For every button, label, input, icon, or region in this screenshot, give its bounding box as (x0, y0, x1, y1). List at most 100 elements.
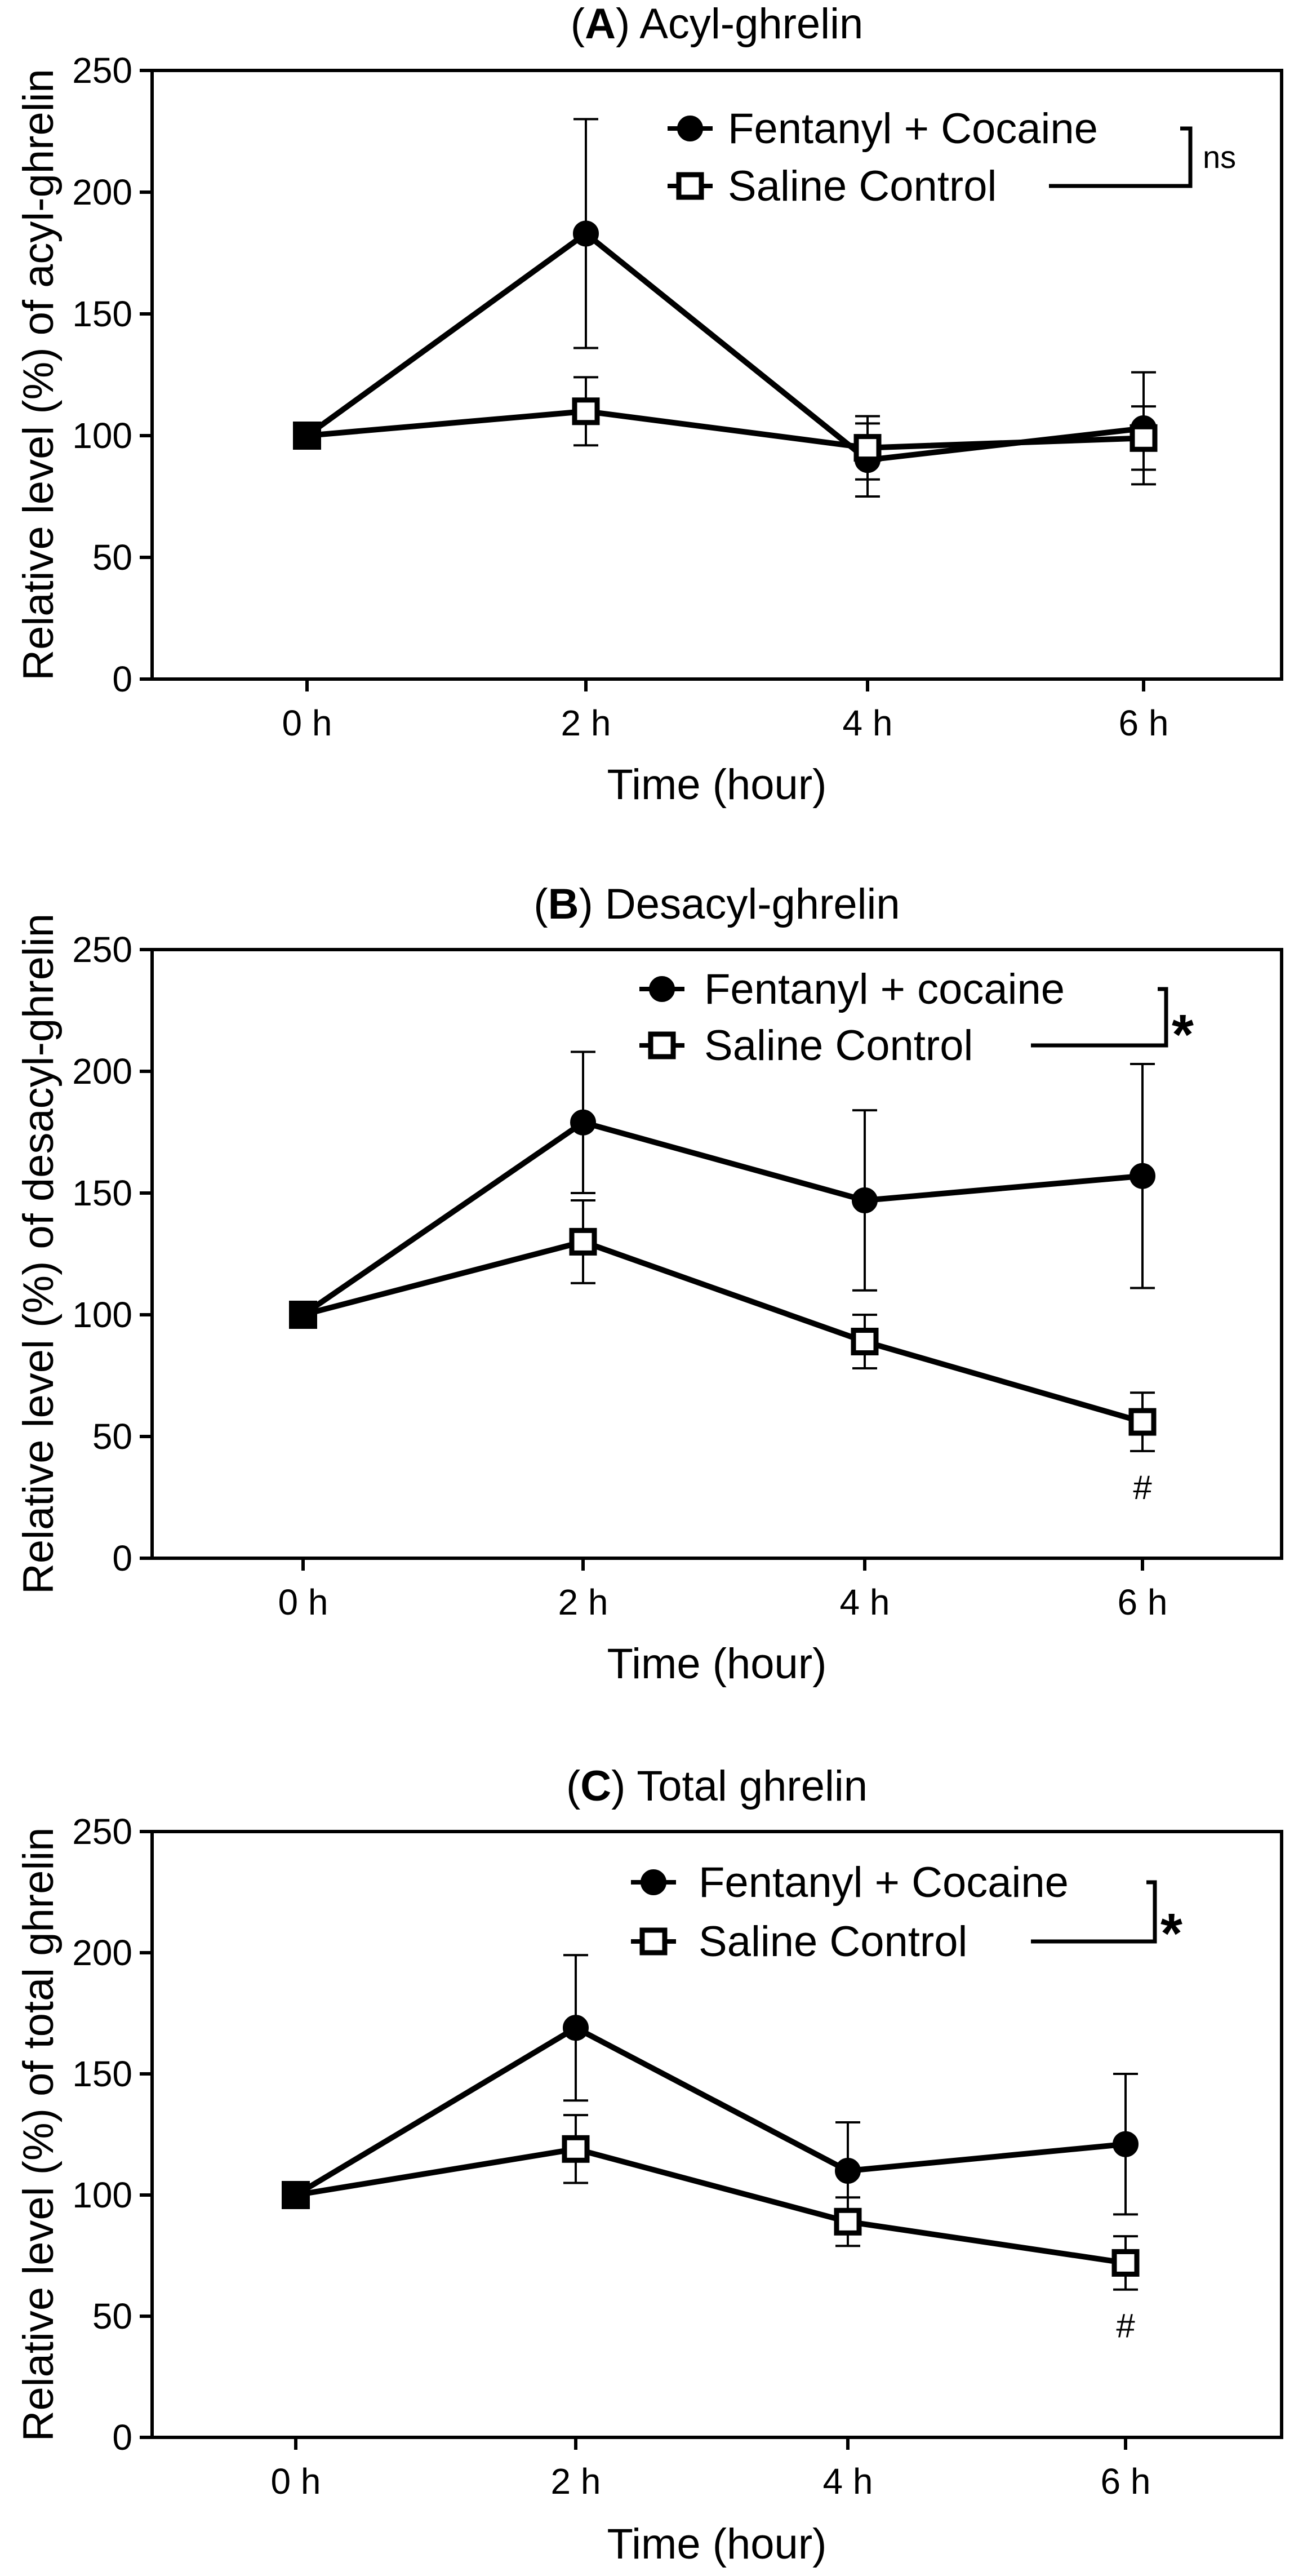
data-point (835, 2158, 861, 2184)
data-point (293, 422, 321, 450)
series-treatment (282, 1954, 1139, 2220)
significance-label: * (1160, 1902, 1182, 1965)
legend: Fentanyl + Cocaine Saline Control ns (668, 105, 1236, 210)
data-point (572, 397, 600, 425)
series-line (302, 1239, 1144, 1425)
legend-marker (676, 172, 704, 200)
plot-frame (150, 69, 1283, 681)
y-tick-label: 200 (72, 172, 132, 212)
chart-title: (A) Acyl-ghrelin (571, 0, 863, 48)
data-point (834, 2207, 862, 2236)
x-tick-label: 2 h (558, 1582, 608, 1622)
y-tick-label: 150 (72, 294, 132, 334)
legend-label: Fentanyl + Cocaine (728, 105, 1098, 153)
x-axis-label: Time (hour) (607, 2520, 827, 2568)
series-saline-control (293, 376, 1158, 481)
legend-label: Fentanyl + Cocaine (699, 1859, 1069, 1906)
legend-marker (649, 976, 675, 1002)
y-tick-label: 150 (72, 1173, 132, 1213)
y-axis-label: Relative level (%) of desacyl-ghrelin (15, 914, 63, 1594)
significance-bracket (1031, 987, 1168, 1048)
plot-frame (150, 948, 1283, 1560)
y-tick-label: 0 (112, 659, 132, 699)
y-tick-label: 50 (92, 537, 132, 578)
chart-title: (C) Total ghrelin (566, 1762, 868, 1810)
data-point (851, 1328, 879, 1356)
x-tick-label: 6 h (1101, 2461, 1151, 2502)
chart-title-text: ) Total ghrelin (611, 1762, 868, 1810)
legend-label: Saline Control (699, 1918, 967, 1966)
x-tick-label: 0 h (282, 703, 332, 743)
x-tick-label: 6 h (1118, 1582, 1168, 1622)
x-tick-label: 0 h (278, 1582, 328, 1622)
series-line (301, 1119, 1143, 1318)
data-point (1111, 2249, 1140, 2277)
y-tick-label: 100 (72, 1294, 132, 1335)
chart-title-letter: C (580, 1762, 611, 1810)
x-tick-label: 2 h (551, 2461, 601, 2502)
legend-label: Fentanyl + cocaine (704, 965, 1065, 1013)
data-point (853, 434, 882, 462)
data-point (562, 2135, 590, 2163)
data-point (282, 2181, 310, 2209)
y-tick-label: 150 (72, 2054, 132, 2094)
y-tick-label: 200 (72, 1051, 132, 1092)
legend-label: Saline Control (728, 162, 997, 210)
x-axis-label: Time (hour) (607, 1640, 827, 1688)
y-tick-label: 250 (72, 1811, 132, 1852)
legend-marker (648, 1031, 676, 1059)
y-tick-label: 250 (72, 929, 132, 970)
data-point (1130, 1163, 1155, 1189)
chart-title-open: ( (533, 880, 548, 928)
chart-title-open: ( (571, 0, 585, 48)
y-tick-label: 100 (72, 415, 132, 456)
series-saline-control (289, 1199, 1157, 1452)
legend-label: Saline Control (704, 1022, 973, 1070)
significance-label: * (1172, 1003, 1194, 1066)
y-tick-label: 200 (72, 1932, 132, 1973)
significance-bracket (1049, 126, 1193, 188)
legend: Fentanyl + Cocaine Saline Control * (631, 1859, 1182, 1966)
data-point (573, 220, 599, 247)
chart-title-text: ) Desacyl-ghrelin (579, 880, 900, 928)
x-tick-label: 4 h (840, 1582, 890, 1622)
legend-marker (677, 116, 703, 141)
y-tick-label: 0 (112, 2417, 132, 2458)
x-axis-label: Time (hour) (607, 761, 827, 809)
y-axis-label: Relative level (%) of total ghrelin (15, 1828, 63, 2442)
data-point (852, 1187, 878, 1213)
y-tick-label: 100 (72, 2175, 132, 2215)
x-tick-label: 4 h (843, 703, 893, 743)
significance-label: ns (1203, 139, 1236, 175)
chart-title-text: ) Acyl-ghrelin (616, 0, 863, 48)
x-tick-label: 0 h (271, 2461, 321, 2502)
data-point (563, 2015, 589, 2041)
x-tick-label: 4 h (823, 2461, 873, 2502)
x-tick-label: 2 h (561, 703, 611, 743)
legend-marker (639, 1927, 668, 1956)
series-saline-control (282, 2114, 1140, 2291)
chart-title-open: ( (566, 1762, 580, 1810)
significance-bracket (1031, 1880, 1157, 1944)
chart-title-letter: B (548, 880, 579, 928)
x-tick-label: 6 h (1119, 703, 1169, 743)
series-line (294, 2025, 1126, 2198)
series-line (295, 2146, 1126, 2266)
data-point (1128, 1408, 1157, 1436)
y-tick-label: 250 (72, 50, 132, 91)
chart-title: (B) Desacyl-ghrelin (533, 880, 900, 928)
point-annotation: # (1116, 2307, 1135, 2345)
chart-title-letter: A (585, 0, 616, 48)
panel-a: (A) Acyl-ghrelin 0 50 100 150 200 250 0 h 2 h 4 h… (15, 0, 1283, 809)
data-point (289, 1301, 317, 1329)
y-tick-label: 0 (112, 1538, 132, 1579)
panel-c: (C) Total ghrelin 0 50 100 150 200 250 0 h 2 h 4 … (15, 1762, 1283, 2568)
y-tick-label: 50 (92, 1416, 132, 1457)
data-point (1130, 424, 1158, 452)
panel-b: (B) Desacyl-ghrelin 0 50 100 150 200 250 0 h 2 h… (15, 880, 1283, 1688)
data-point (570, 1109, 596, 1136)
data-point (1113, 2131, 1139, 2157)
legend: Fentanyl + cocaine Saline Control * (639, 965, 1194, 1070)
data-point (569, 1227, 597, 1256)
